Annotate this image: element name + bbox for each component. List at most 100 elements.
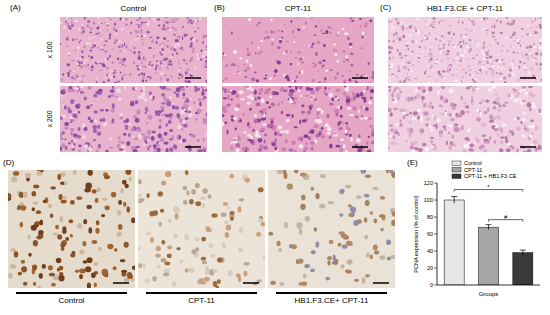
cell: [351, 64, 354, 66]
cell: [389, 78, 391, 82]
cell: [459, 49, 461, 51]
cell: [333, 43, 336, 45]
cell: [472, 58, 475, 59]
cell: [482, 61, 483, 63]
cell: [121, 145, 125, 149]
cell: [136, 109, 140, 114]
cell: [329, 135, 332, 139]
cell: [526, 46, 529, 49]
cell: [274, 146, 277, 150]
cell: [261, 40, 264, 41]
cell: [425, 70, 427, 72]
cell: [346, 55, 348, 59]
cell: [174, 145, 177, 149]
cell: [76, 75, 78, 77]
cell: [492, 31, 495, 34]
cell: [191, 134, 194, 138]
cell: [258, 52, 261, 54]
cell: [489, 45, 491, 47]
cell: [258, 52, 261, 54]
micrograph: [60, 86, 207, 152]
cell: [117, 57, 119, 60]
cell: [525, 53, 528, 55]
cell: [311, 147, 314, 151]
cell: [254, 72, 256, 74]
cell: [532, 54, 534, 57]
cell: [135, 100, 139, 105]
cell: [71, 132, 73, 135]
cell: [185, 71, 186, 74]
cell: [352, 92, 355, 96]
cell: [312, 79, 315, 81]
cell: [356, 138, 361, 143]
cell: [527, 33, 529, 36]
cell: [254, 114, 257, 118]
cell: [118, 136, 121, 139]
cell: [440, 134, 442, 138]
cell: [372, 75, 374, 79]
cell: [480, 19, 483, 21]
cell: [131, 128, 135, 132]
cell: [409, 25, 412, 28]
cell: [271, 42, 274, 45]
cell: [274, 74, 276, 77]
cell: [285, 76, 288, 79]
label: (A): [10, 3, 21, 12]
cell: [118, 141, 120, 143]
cell: [94, 110, 98, 113]
cell: [167, 40, 169, 42]
cell: [452, 74, 455, 75]
cell: [364, 86, 366, 89]
cell: [351, 20, 353, 21]
cell: [456, 74, 457, 76]
cell: [67, 72, 70, 75]
cell: [495, 38, 496, 41]
cell: [168, 60, 171, 62]
cell: [290, 20, 292, 23]
cell: [257, 138, 262, 142]
cell: [466, 58, 468, 60]
cell: [488, 50, 490, 51]
cell: [169, 63, 173, 65]
cell: [77, 51, 79, 52]
micrograph: [60, 17, 207, 83]
cell: [273, 31, 275, 33]
cell: [101, 38, 103, 41]
cell: [201, 49, 203, 52]
cell: [388, 40, 390, 42]
cell: [172, 53, 173, 56]
cell: [489, 68, 492, 70]
cell: [78, 127, 81, 131]
cell: [266, 30, 267, 33]
cell: [274, 69, 277, 72]
cell: [408, 48, 409, 51]
cell: [274, 69, 277, 72]
scale-bar: [185, 77, 201, 79]
cell: [437, 45, 441, 47]
cell: [424, 37, 426, 40]
cell: [513, 32, 516, 34]
cell: [402, 35, 405, 38]
cell: [200, 86, 203, 89]
cell: [497, 66, 500, 68]
cell: [429, 34, 431, 36]
cell: [281, 147, 286, 151]
cell: [459, 80, 462, 83]
cell: [478, 43, 480, 44]
cell: [482, 47, 484, 50]
cell: [81, 24, 83, 26]
cell: [452, 107, 455, 109]
cell: [135, 86, 138, 90]
cell: [141, 35, 143, 37]
cell: [388, 21, 391, 23]
cell: [334, 77, 337, 80]
cell: [114, 41, 116, 43]
cell: [192, 48, 194, 49]
cell: [247, 49, 249, 52]
cell: [362, 32, 364, 35]
cell: [334, 77, 337, 80]
cell: [222, 80, 224, 82]
cell: [246, 59, 249, 62]
cell: [411, 50, 413, 52]
cell: [285, 76, 288, 79]
